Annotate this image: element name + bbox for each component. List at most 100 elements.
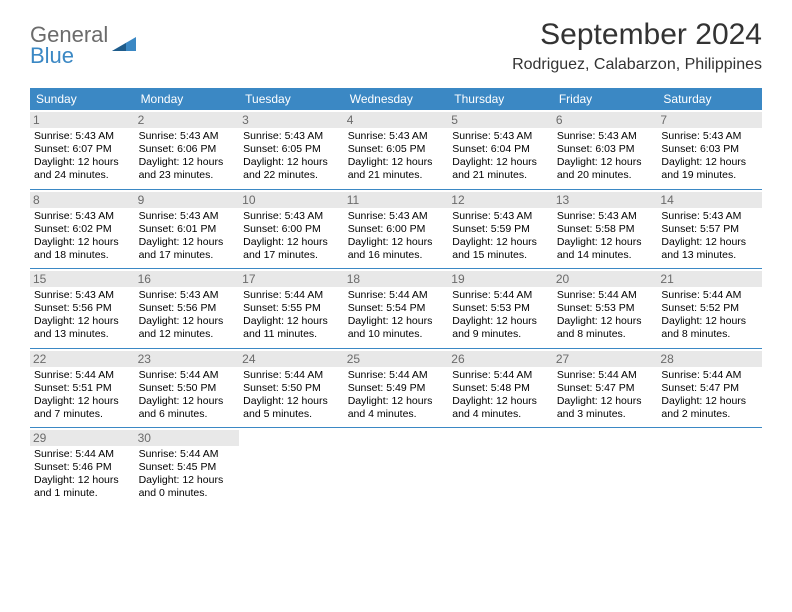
sunset-line: Sunset: 5:51 PM [34,382,131,395]
day-number: 5 [448,112,553,128]
day-number: 16 [135,271,240,287]
day-number: 4 [344,112,449,128]
day-number: 25 [344,351,449,367]
sunset-line: Sunset: 5:55 PM [243,302,340,315]
day-cell: 18 Sunrise: 5:44 AMSunset: 5:54 PMDayligh… [344,269,449,348]
day-number: 21 [657,271,762,287]
weekday-header: Thursday [448,88,553,110]
day-number: 14 [657,192,762,208]
sunrise-line: Sunrise: 5:43 AM [34,289,131,302]
day-cell: 23Sunrise: 5:44 AMSunset: 5:50 PMDayligh… [135,349,240,428]
sunset-line: Sunset: 5:56 PM [34,302,131,315]
sunset-line: Sunset: 5:52 PM [661,302,758,315]
day-number: 6 [553,112,658,128]
day-number: 8 [30,192,135,208]
day-number: 28 [657,351,762,367]
day-cell: 28Sunrise: 5:44 AMSunset: 5:47 PMDayligh… [657,349,762,428]
day-cell: 21 Sunrise: 5:44 AMSunset: 5:52 PMDayligh… [657,269,762,348]
sunrise-line: Sunrise: 5:44 AM [348,289,445,302]
daylight-line: Daylight: 12 hours and 20 minutes. [557,156,654,182]
day-cell: 20Sunrise: 5:44 AMSunset: 5:53 PMDayligh… [553,269,658,348]
sunset-line: Sunset: 6:00 PM [243,223,340,236]
day-cell: 5Sunrise: 5:43 AMSunset: 6:04 PMDaylight… [448,110,553,189]
sunset-line: Sunset: 5:54 PM [348,302,445,315]
sunrise-line: Sunrise: 5:43 AM [661,210,758,223]
daylight-line: Daylight: 12 hours and 9 minutes. [452,315,549,341]
day-cell [448,428,553,507]
sunrise-line: Sunrise: 5:43 AM [34,210,131,223]
calendar: SundayMondayTuesdayWednesdayThursdayFrid… [30,88,762,507]
sunrise-line: Sunrise: 5:44 AM [452,289,549,302]
sunset-line: Sunset: 6:00 PM [348,223,445,236]
daylight-line: Daylight: 12 hours and 4 minutes. [348,395,445,421]
day-number: 17 [239,271,344,287]
daylight-line: Daylight: 12 hours and 8 minutes. [557,315,654,341]
day-number: 3 [239,112,344,128]
day-cell: 19Sunrise: 5:44 AMSunset: 5:53 PMDayligh… [448,269,553,348]
daylight-line: Daylight: 12 hours and 11 minutes. [243,315,340,341]
day-cell: 17 Sunrise: 5:44 AMSunset: 5:55 PMDayligh… [239,269,344,348]
day-cell: 3Sunrise: 5:43 AMSunset: 6:05 PMDaylight… [239,110,344,189]
sunset-line: Sunset: 5:57 PM [661,223,758,236]
day-number: 15 [30,271,135,287]
sunset-line: Sunset: 5:46 PM [34,461,131,474]
sunrise-line: Sunrise: 5:43 AM [452,130,549,143]
sunset-line: Sunset: 5:53 PM [452,302,549,315]
sunrise-line: Sunrise: 5:43 AM [557,130,654,143]
daylight-line: Daylight: 12 hours and 13 minutes. [661,236,758,262]
sunrise-line: Sunrise: 5:43 AM [661,130,758,143]
day-cell: 4Sunrise: 5:43 AMSunset: 6:05 PMDaylight… [344,110,449,189]
daylight-line: Daylight: 12 hours and 8 minutes. [661,315,758,341]
day-cell: 14 Sunrise: 5:43 AMSunset: 5:57 PMDayligh… [657,190,762,269]
day-number: 27 [553,351,658,367]
weekday-header: Sunday [30,88,135,110]
weekday-header: Tuesday [239,88,344,110]
day-number: 23 [135,351,240,367]
day-cell [553,428,658,507]
day-number: 13 [553,192,658,208]
weekday-header: Wednesday [344,88,449,110]
daylight-line: Daylight: 12 hours and 1 minute. [34,474,131,500]
sunset-line: Sunset: 6:03 PM [661,143,758,156]
day-cell [239,428,344,507]
day-cell: 22Sunrise: 5:44 AMSunset: 5:51 PMDayligh… [30,349,135,428]
sunset-line: Sunset: 6:03 PM [557,143,654,156]
day-number: 1 [30,112,135,128]
page-title: September 2024 [512,18,762,52]
sunrise-line: Sunrise: 5:44 AM [243,289,340,302]
daylight-line: Daylight: 12 hours and 2 minutes. [661,395,758,421]
location-subtitle: Rodriguez, Calabarzon, Philippines [512,56,762,74]
sunset-line: Sunset: 5:56 PM [139,302,236,315]
daylight-line: Daylight: 12 hours and 24 minutes. [34,156,131,182]
sunset-line: Sunset: 5:49 PM [348,382,445,395]
daylight-line: Daylight: 12 hours and 19 minutes. [661,156,758,182]
daylight-line: Daylight: 12 hours and 18 minutes. [34,236,131,262]
sunrise-line: Sunrise: 5:43 AM [348,210,445,223]
sunset-line: Sunset: 5:50 PM [139,382,236,395]
daylight-line: Daylight: 12 hours and 10 minutes. [348,315,445,341]
day-cell: 27Sunrise: 5:44 AMSunset: 5:47 PMDayligh… [553,349,658,428]
sunrise-line: Sunrise: 5:44 AM [661,289,758,302]
weeks-grid: 1Sunrise: 5:43 AMSunset: 6:07 PMDaylight… [30,110,762,507]
day-cell [344,428,449,507]
logo-text-blue: Blue [30,45,108,67]
day-cell: 25Sunrise: 5:44 AMSunset: 5:49 PMDayligh… [344,349,449,428]
day-cell: 9Sunrise: 5:43 AMSunset: 6:01 PMDaylight… [135,190,240,269]
sunrise-line: Sunrise: 5:44 AM [557,369,654,382]
week-row: 22Sunrise: 5:44 AMSunset: 5:51 PMDayligh… [30,349,762,429]
weekday-header: Friday [553,88,658,110]
sunrise-line: Sunrise: 5:44 AM [661,369,758,382]
sunrise-line: Sunrise: 5:44 AM [452,369,549,382]
daylight-line: Daylight: 12 hours and 7 minutes. [34,395,131,421]
daylight-line: Daylight: 12 hours and 21 minutes. [452,156,549,182]
day-cell: 8 Sunrise: 5:43 AMSunset: 6:02 PMDaylight… [30,190,135,269]
day-number: 9 [135,192,240,208]
daylight-line: Daylight: 12 hours and 17 minutes. [139,236,236,262]
sunrise-line: Sunrise: 5:43 AM [348,130,445,143]
day-number: 18 [344,271,449,287]
sunrise-line: Sunrise: 5:43 AM [243,130,340,143]
sunrise-line: Sunrise: 5:44 AM [34,448,131,461]
sunset-line: Sunset: 5:45 PM [139,461,236,474]
sunset-line: Sunset: 6:02 PM [34,223,131,236]
daylight-line: Daylight: 12 hours and 3 minutes. [557,395,654,421]
